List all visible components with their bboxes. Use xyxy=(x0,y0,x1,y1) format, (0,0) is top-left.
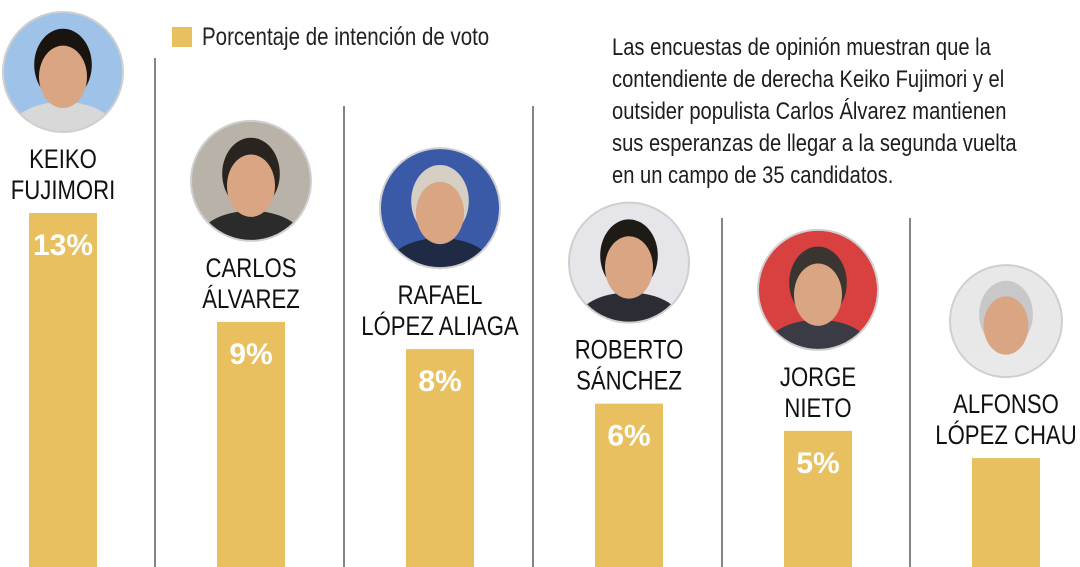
bar-value-label: 8% xyxy=(418,365,461,398)
legend: Porcentaje de intención de voto xyxy=(172,22,552,52)
bar-value-label: 5% xyxy=(796,447,839,480)
candidate-photo xyxy=(757,228,879,351)
bar xyxy=(595,403,663,567)
candidate-photo xyxy=(949,264,1063,379)
note-line: sus esperanzas de llegar a la segunda vu… xyxy=(612,130,1017,157)
bar xyxy=(217,321,285,567)
bar xyxy=(406,349,474,567)
bar-value-label: 9% xyxy=(229,338,272,371)
candidate-name-line: KEIKO xyxy=(29,145,97,175)
bar xyxy=(784,430,852,567)
legend-swatch xyxy=(172,27,192,47)
candidate-name-line: ÁLVAREZ xyxy=(202,285,300,315)
note-line: outsider populista Carlos Álvarez mantie… xyxy=(612,98,1007,125)
bars xyxy=(29,213,1040,567)
legend-label: Porcentaje de intención de voto xyxy=(202,22,490,51)
candidate-name-line: JORGE xyxy=(780,363,856,393)
candidate-name-line: LÓPEZ CHAU xyxy=(935,421,1076,451)
note-line: contendiente de derecha Keiko Fujimori y… xyxy=(612,66,1005,93)
candidate-photo xyxy=(190,119,312,242)
bar-value-label: 13% xyxy=(33,229,93,262)
candidate-photo xyxy=(379,147,501,270)
candidate-photo xyxy=(2,11,124,133)
candidate-name-line: CARLOS xyxy=(206,254,297,284)
note-line: en un campo de 35 candidatos. xyxy=(612,162,894,189)
column-separators xyxy=(154,58,911,567)
candidate-photos xyxy=(2,11,1063,379)
bar xyxy=(972,458,1040,567)
candidate-name-line: LÓPEZ ALIAGA xyxy=(361,312,519,342)
candidate-name-line: RAFAEL xyxy=(398,281,483,311)
candidate-name-line: NIETO xyxy=(784,394,851,424)
candidate-photo xyxy=(568,201,690,324)
candidate-name-line: ALFONSO xyxy=(953,390,1059,420)
candidate-name-line: FUJIMORI xyxy=(11,176,115,206)
note-line: Las encuestas de opinión muestran que la xyxy=(612,34,991,61)
bar xyxy=(29,213,97,567)
candidate-name-line: SÁNCHEZ xyxy=(576,367,682,397)
bar-value-labels: 13% 9% 8% 6% 5% xyxy=(33,229,840,480)
bar-value-label: 6% xyxy=(607,420,650,453)
candidate-name-line: ROBERTO xyxy=(575,336,684,366)
chart-note: Las encuestas de opinión muestran que la… xyxy=(612,32,1017,192)
